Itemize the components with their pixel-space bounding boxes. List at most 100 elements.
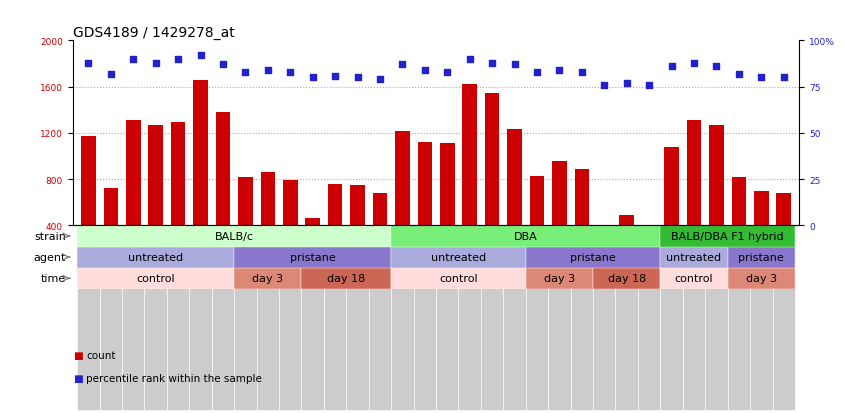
Bar [392,226,660,247]
Bar [256,226,279,410]
Text: DBA: DBA [514,231,538,241]
Bar [167,226,189,410]
Bar [417,143,432,272]
Bar [728,226,750,410]
Bar [327,184,342,272]
Text: untreated: untreated [666,252,722,262]
Bar [776,194,791,272]
Text: pristane: pristane [739,252,784,262]
Bar [526,268,593,289]
Bar [261,173,275,272]
Text: GDS4189 / 1429278_at: GDS4189 / 1429278_at [73,26,234,40]
Text: control: control [136,273,175,284]
Bar [346,226,369,410]
Point [396,62,410,69]
Bar [575,169,589,272]
Text: day 3: day 3 [252,273,283,284]
Bar [392,226,414,410]
Bar [144,226,167,410]
Bar [99,226,122,410]
Point [530,69,544,76]
Point [754,75,768,81]
Bar [660,247,728,268]
Point [418,67,432,74]
Bar [193,81,208,272]
Bar [683,226,705,410]
Bar [234,226,256,410]
Point [598,82,611,89]
Bar [103,189,118,272]
Point [710,64,723,71]
Text: ■: ■ [73,373,82,383]
Bar [458,226,481,410]
Bar [664,147,679,272]
Bar [77,268,234,289]
Bar [638,226,660,410]
Bar [504,226,526,410]
Text: pristane: pristane [290,252,335,262]
Bar [283,181,298,272]
Text: untreated: untreated [431,252,486,262]
Bar [122,226,144,410]
Text: day 18: day 18 [608,273,646,284]
Text: agent: agent [33,252,66,262]
Bar [414,226,436,410]
Bar [81,137,96,272]
Bar [593,226,616,410]
Bar [485,94,499,272]
Point [351,75,364,81]
Text: BALB/c: BALB/c [215,231,254,241]
Bar [302,268,392,289]
Bar [149,126,163,272]
Bar [570,226,593,410]
Bar [705,226,728,410]
Text: BALB/DBA F1 hybrid: BALB/DBA F1 hybrid [671,231,784,241]
Bar [77,226,392,247]
Point [283,69,297,76]
Bar [526,226,548,410]
Point [149,60,162,67]
Text: control: control [675,273,713,284]
Bar [305,219,320,272]
Point [642,82,656,89]
Text: count: count [86,350,116,360]
Bar [597,235,611,272]
Bar [750,226,773,410]
Bar [238,178,253,272]
Text: pristane: pristane [570,252,616,262]
Point [104,71,118,78]
Bar [436,226,458,410]
Text: percentile rank within the sample: percentile rank within the sample [86,373,262,383]
Bar [728,268,795,289]
Bar [77,247,234,268]
Text: day 18: day 18 [327,273,365,284]
Text: day 3: day 3 [746,273,777,284]
Point [664,64,678,71]
Text: strain: strain [34,231,66,241]
Bar [526,247,660,268]
Point [127,57,140,63]
Bar [732,178,746,272]
Bar [279,226,302,410]
Bar [351,185,365,272]
Bar [373,194,387,272]
Text: ■: ■ [73,350,82,360]
Bar [234,268,302,289]
Bar [440,144,455,272]
Bar [593,268,660,289]
Bar [481,226,504,410]
Point [373,77,386,83]
Point [777,75,791,81]
Bar [530,176,545,272]
Bar [660,226,795,247]
Point [732,71,746,78]
Bar [548,226,570,410]
Bar [773,226,795,410]
Point [486,60,499,67]
Point [81,60,95,67]
Point [687,60,701,67]
Text: control: control [439,273,478,284]
Bar [507,130,522,272]
Bar [392,268,526,289]
Bar [392,247,526,268]
